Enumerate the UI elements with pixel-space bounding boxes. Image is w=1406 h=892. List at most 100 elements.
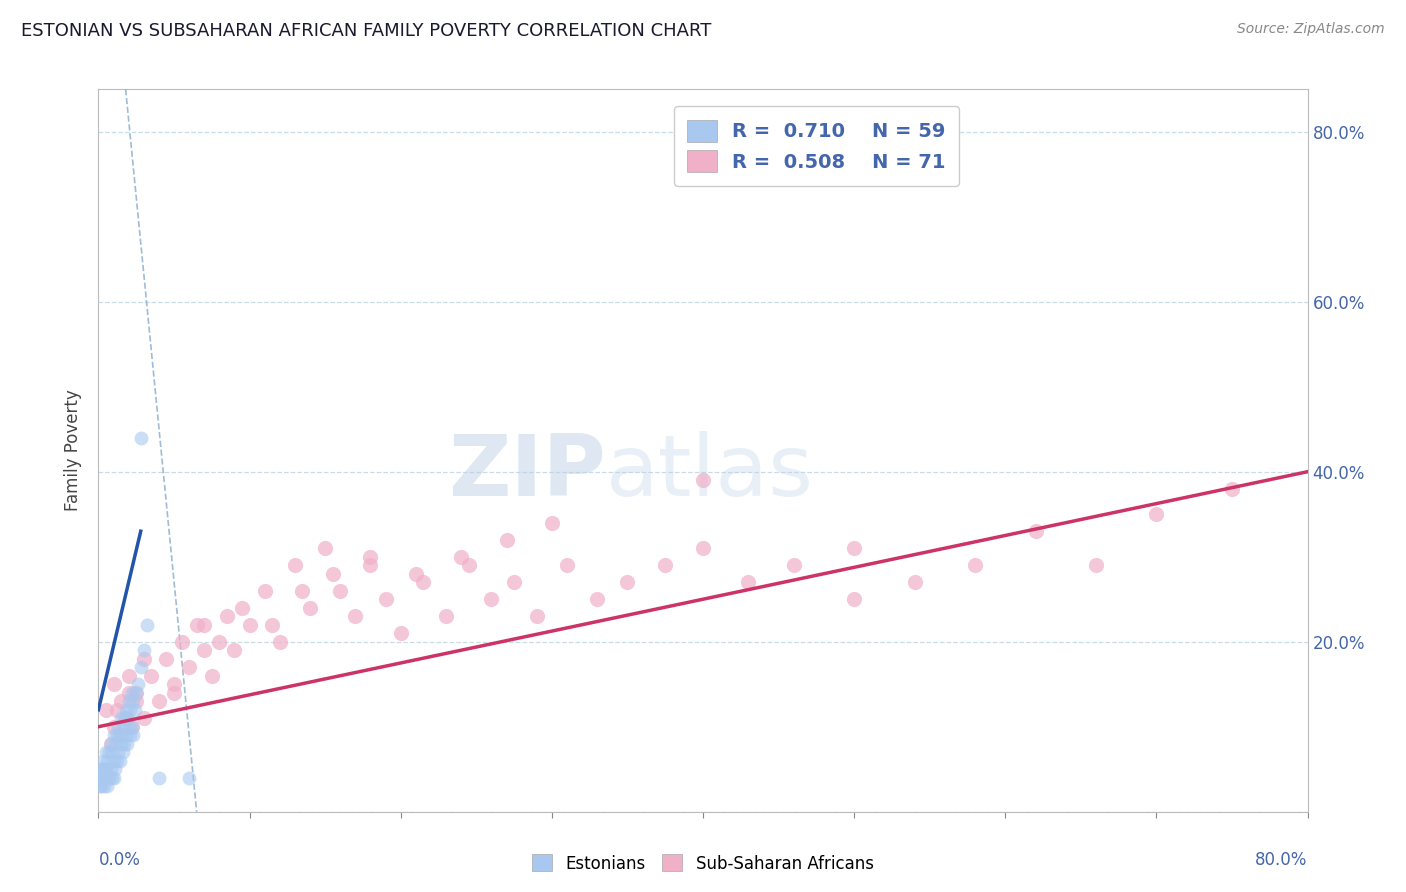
Point [163, 677, 186, 691]
Point [692, 541, 714, 556]
Point [555, 558, 578, 573]
Point [103, 728, 125, 742]
Point [89, 779, 111, 793]
Point [122, 728, 145, 742]
Point [503, 575, 526, 590]
Point [127, 677, 149, 691]
Point [94, 703, 117, 717]
Point [111, 745, 134, 759]
Point [329, 583, 352, 598]
Point [193, 617, 215, 632]
Text: ZIP: ZIP [449, 431, 606, 514]
Point [118, 694, 141, 708]
Point [90, 762, 112, 776]
Point [132, 651, 155, 665]
Y-axis label: Family Poverty: Family Poverty [65, 390, 83, 511]
Point [412, 575, 434, 590]
Point [115, 737, 138, 751]
Text: Source: ZipAtlas.com: Source: ZipAtlas.com [1237, 22, 1385, 37]
Point [179, 771, 201, 785]
Point [93, 762, 115, 776]
Point [112, 711, 135, 725]
Point [193, 643, 215, 657]
Point [120, 728, 142, 742]
Point [100, 737, 122, 751]
Point [115, 711, 138, 725]
Point [90, 771, 112, 785]
Point [495, 533, 517, 547]
Point [170, 634, 193, 648]
Point [120, 703, 142, 717]
Point [118, 720, 141, 734]
Text: 0.0%: 0.0% [98, 852, 141, 870]
Point [104, 737, 127, 751]
Point [540, 516, 562, 530]
Point [132, 711, 155, 725]
Point [111, 720, 134, 734]
Point [737, 575, 759, 590]
Point [122, 694, 145, 708]
Point [121, 686, 143, 700]
Point [262, 617, 284, 632]
Point [93, 779, 115, 793]
Point [141, 669, 163, 683]
Point [110, 711, 132, 725]
Point [322, 566, 344, 581]
Point [526, 609, 548, 624]
Point [118, 669, 141, 683]
Point [155, 651, 177, 665]
Point [91, 771, 114, 785]
Point [105, 703, 128, 717]
Point [148, 694, 170, 708]
Point [129, 431, 152, 445]
Point [450, 549, 472, 564]
Point [107, 720, 129, 734]
Point [344, 609, 367, 624]
Legend: Estonians, Sub-Saharan Africans: Estonians, Sub-Saharan Africans [526, 847, 880, 880]
Point [105, 728, 128, 742]
Point [108, 754, 131, 768]
Text: 80.0%: 80.0% [1256, 852, 1308, 870]
Point [224, 643, 246, 657]
Point [135, 617, 157, 632]
Point [90, 779, 112, 793]
Point [114, 728, 136, 742]
Point [457, 558, 479, 573]
Text: ESTONIAN VS SUBSAHARAN AFRICAN FAMILY POVERTY CORRELATION CHART: ESTONIAN VS SUBSAHARAN AFRICAN FAMILY PO… [21, 22, 711, 40]
Point [125, 694, 148, 708]
Point [103, 754, 125, 768]
Point [103, 677, 125, 691]
Point [114, 703, 136, 717]
Point [374, 592, 396, 607]
Point [434, 609, 457, 624]
Point [103, 720, 125, 734]
Point [1085, 558, 1108, 573]
Point [89, 771, 111, 785]
Point [405, 566, 427, 581]
Point [96, 779, 118, 793]
Point [269, 634, 291, 648]
Point [654, 558, 676, 573]
Point [208, 634, 231, 648]
Point [132, 643, 155, 657]
Point [121, 720, 143, 734]
Point [844, 541, 866, 556]
Point [360, 558, 382, 573]
Point [114, 711, 136, 725]
Point [129, 660, 152, 674]
Point [94, 745, 117, 759]
Point [1024, 524, 1046, 539]
Point [107, 745, 129, 759]
Point [239, 617, 262, 632]
Point [481, 592, 503, 607]
Point [125, 686, 148, 700]
Point [108, 728, 131, 742]
Point [110, 737, 132, 751]
Point [91, 754, 114, 768]
Point [1144, 507, 1167, 521]
Point [201, 669, 224, 683]
Point [215, 609, 238, 624]
Point [844, 592, 866, 607]
Point [616, 575, 638, 590]
Point [100, 737, 122, 751]
